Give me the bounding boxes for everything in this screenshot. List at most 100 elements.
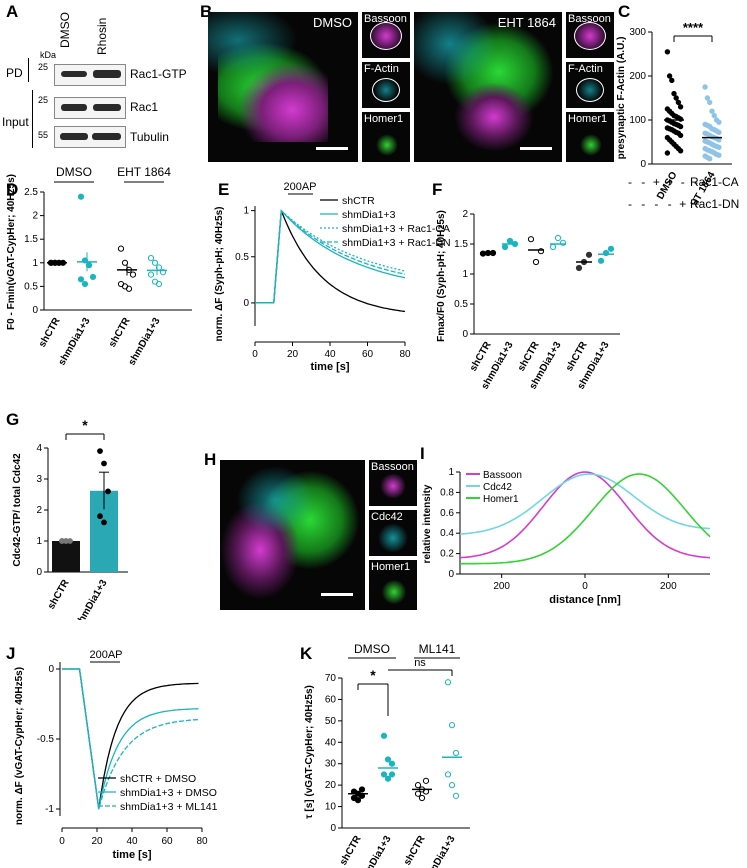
- chart-k: 0 10 20 30 40 50 60 70 τ [s] (vGAT-CypHer; 40Hz5…: [304, 642, 470, 868]
- y-tick-label: 0: [36, 567, 42, 578]
- series-line-rac1ca: [255, 209, 406, 304]
- data-point-eht: [709, 108, 715, 114]
- data-point: [121, 259, 129, 266]
- x-tick-label: shCTR: [107, 315, 133, 349]
- data-point-dmso: [666, 73, 673, 79]
- x-tick-label: 20: [287, 349, 299, 360]
- marker-55: 55: [38, 130, 49, 140]
- data-point: [597, 257, 605, 264]
- data-point-dmso: [671, 90, 677, 97]
- y-tick-label: 40: [325, 737, 337, 748]
- row-label-rac1-dn: Rac1-DN: [690, 197, 739, 211]
- chart-d: 0 0.5 1 1.5 2 2.5 F0 - Fmin(vGAT-CypHer; 40Hz5…: [6, 165, 192, 368]
- rac1-dn-sign: -: [654, 197, 658, 211]
- x-tick-label: 0: [59, 836, 65, 847]
- panel-label-a: A: [6, 2, 19, 21]
- y-axis-label: F0 - Fmin(vGAT-CypHer; 40Hz5s): [6, 174, 17, 330]
- series-line-shmdia-ml141: [62, 668, 199, 810]
- data-point: [97, 448, 103, 455]
- y-tick-label: 60: [325, 694, 337, 705]
- data-point-eht: [716, 129, 722, 136]
- x-tick-label: shmDia1+3: [127, 316, 163, 368]
- y-tick-label: 70: [325, 673, 337, 684]
- rac1-ca-sign: -: [628, 175, 632, 189]
- profile-line: [459, 473, 711, 535]
- chart-j: 0 -0.5 -1 0 20 40 60 80 time [s] norm. ΔF (vGAT-C…: [14, 649, 218, 861]
- data-point-dmso: [669, 77, 675, 84]
- lane-label-dmso: DMSO: [58, 12, 72, 48]
- group-label-input: Input: [2, 115, 29, 129]
- data-point: [117, 245, 125, 252]
- data-point: [607, 245, 615, 252]
- y-tick-label: 30: [325, 759, 337, 770]
- data-point: [537, 248, 545, 255]
- inset-bassoon-eht: Bassoon: [566, 12, 614, 58]
- significance-label: *: [370, 667, 376, 683]
- y-axis-label: Fmax/F0 (Syph-pH; 40Hz5s): [436, 210, 447, 342]
- y-tick-label: 3: [36, 474, 42, 485]
- inset-bassoon-dmso: Bassoon: [362, 12, 410, 58]
- inset-homer1-h: Homer1: [369, 560, 417, 610]
- legend-label: Cdc42: [483, 482, 512, 493]
- y-tick-label: 2.5: [24, 187, 38, 198]
- group-label: DMSO: [354, 642, 390, 656]
- data-point: [384, 775, 392, 782]
- data-point: [89, 273, 97, 281]
- panel-label-g: G: [6, 410, 20, 429]
- y-tick-label: 0.6: [440, 508, 454, 519]
- data-point-dmso: [677, 132, 684, 139]
- data-point: [452, 749, 460, 757]
- rac1-ca-sign: -: [641, 175, 645, 189]
- data-point: [155, 280, 163, 288]
- data-point-dmso: [677, 123, 684, 130]
- chart-i: 0 0.2 0.4 0.6 0.8 1 200 0 200 distance [nm] relati…: [422, 467, 711, 606]
- data-point: [147, 271, 155, 278]
- data-point: [151, 259, 159, 266]
- micrograph-eht1864: EHT 1864: [414, 12, 562, 162]
- data-point: [105, 488, 111, 495]
- x-tick-label: shCTR: [338, 833, 364, 867]
- y-axis-label: relative intensity: [422, 484, 433, 563]
- group-label: DMSO: [56, 165, 92, 179]
- y-tick-label: 0.2: [440, 549, 454, 560]
- data-point: [585, 251, 593, 258]
- data-point-eht: [704, 95, 711, 101]
- inset-homer1-eht: Homer1: [566, 112, 614, 162]
- y-axis-label: norm. ΔF (Syph-pH; 40Hz5s): [214, 207, 225, 342]
- data-point: [448, 782, 456, 789]
- x-tick-label: shmDia1+3: [57, 316, 93, 368]
- y-axis-label: norm. ΔF (vGAT-CypHer; 40Hz5s): [14, 667, 25, 825]
- y-tick-label: 20: [325, 780, 337, 791]
- x-tick-label: shCTR: [46, 577, 72, 611]
- data-point: [575, 264, 583, 272]
- data-point: [506, 237, 514, 245]
- y-tick-label: 300: [629, 27, 646, 38]
- data-point: [418, 794, 426, 802]
- significance-label: ns: [414, 657, 426, 669]
- y-tick-label: 10: [325, 802, 337, 813]
- series-line-rac1dn: [255, 209, 406, 304]
- data-point: [532, 258, 540, 266]
- legend-label: Bassoon: [483, 470, 522, 481]
- data-point: [97, 513, 103, 520]
- data-point: [554, 234, 562, 242]
- data-point: [527, 236, 535, 243]
- y-tick-label: 100: [629, 115, 646, 126]
- panel-label-d: D: [6, 180, 19, 199]
- panel-label-j: J: [6, 644, 16, 663]
- data-point-eht: [707, 156, 713, 162]
- kda-label: kDa: [40, 50, 57, 60]
- data-point: [380, 732, 388, 739]
- inset-factin-dmso: F-Actin: [362, 62, 410, 108]
- y-tick-label: 0: [330, 823, 336, 834]
- x-tick-label: 40: [324, 349, 336, 360]
- x-axis-label: distance [nm]: [549, 594, 621, 606]
- chart-e: 0 0.5 1 0 20 40 60 80 time [s] norm. ΔF (Syph-pH;…: [214, 181, 451, 373]
- profile-line: [459, 471, 711, 559]
- y-tick-label: 0: [48, 664, 54, 675]
- y-tick-label: 2: [32, 211, 38, 222]
- x-tick-label: 0: [252, 349, 258, 360]
- y-tick-label: 200: [629, 71, 646, 82]
- rac1-ca-sign: +: [666, 175, 673, 189]
